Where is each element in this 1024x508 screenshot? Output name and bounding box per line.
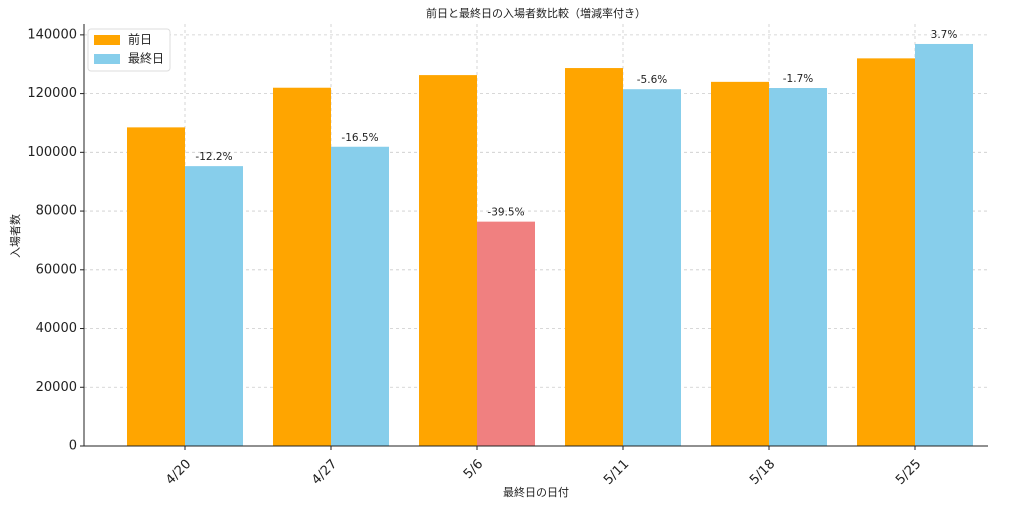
- bar: [331, 146, 389, 446]
- change-label: 3.7%: [931, 29, 958, 41]
- change-label: -16.5%: [341, 132, 378, 144]
- y-tick-label: 120000: [27, 86, 77, 101]
- y-tick-label: 80000: [36, 204, 77, 219]
- bar: [857, 58, 915, 447]
- bar: [273, 87, 331, 446]
- y-tick-label: 60000: [36, 262, 77, 277]
- y-tick-label: 0: [69, 439, 77, 454]
- legend-label: 前日: [128, 32, 152, 47]
- x-tick-label: 5/6: [461, 457, 486, 482]
- y-tick-label: 20000: [36, 380, 77, 395]
- bar: [127, 127, 185, 446]
- bar: [185, 166, 243, 446]
- bar: [915, 43, 973, 446]
- x-tick-label: 4/20: [163, 457, 194, 488]
- x-tick-label: 5/18: [747, 457, 778, 488]
- legend-label: 最終日: [128, 51, 164, 66]
- change-label: -12.2%: [195, 151, 232, 163]
- y-axis-label: 入場者数: [9, 214, 22, 258]
- bar: [769, 88, 827, 447]
- bar: [419, 75, 477, 447]
- change-label: -1.7%: [783, 73, 813, 85]
- legend-swatch: [94, 35, 120, 45]
- y-tick-label: 140000: [27, 27, 77, 42]
- bar: [477, 221, 535, 446]
- bar: [565, 68, 623, 446]
- y-tick-label: 100000: [27, 145, 77, 160]
- bar: [623, 89, 681, 446]
- x-tick-label: 4/27: [309, 457, 340, 488]
- y-tick-label: 40000: [36, 321, 77, 336]
- x-axis-label: 最終日の日付: [503, 485, 569, 499]
- x-tick-label: 5/25: [893, 457, 924, 488]
- chart-title: 前日と最終日の入場者数比較（増減率付き）: [426, 6, 646, 20]
- legend-swatch: [94, 54, 120, 64]
- change-label: -39.5%: [487, 207, 524, 219]
- change-label: -5.6%: [637, 74, 667, 86]
- bar: [711, 81, 769, 446]
- x-tick-label: 5/11: [601, 457, 632, 488]
